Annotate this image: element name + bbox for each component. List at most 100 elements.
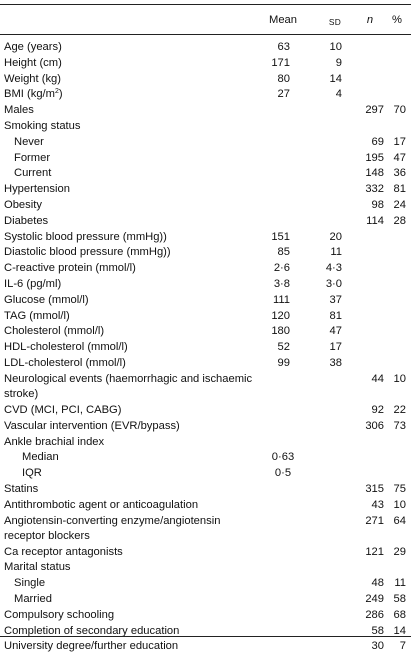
top-rule bbox=[0, 4, 411, 5]
table-row: Completion of secondary education 58 14 bbox=[0, 624, 411, 640]
row-label: Ankle brachial index bbox=[4, 435, 105, 448]
table-row: Diabetes 114 28 bbox=[0, 214, 411, 230]
n-value: 43 bbox=[371, 498, 384, 511]
table-row: Neurological events (haemorrhagic and is… bbox=[0, 372, 411, 403]
row-label: Compulsory schooling bbox=[4, 608, 115, 621]
table-row: Obesity 98 24 bbox=[0, 198, 411, 214]
sd-value: 20 bbox=[329, 230, 342, 243]
table-row: Ankle brachial index bbox=[0, 435, 411, 451]
row-label: Angiotensin-converting enzyme/angiotensi… bbox=[4, 514, 221, 542]
table-row: Compulsory schooling 286 68 bbox=[0, 608, 411, 624]
table-row: IL-6 (pg/ml) 3·8 3·0 bbox=[0, 277, 411, 293]
n-value: 148 bbox=[365, 167, 384, 180]
mean-value: 2·6 bbox=[273, 262, 290, 275]
row-label: C-reactive protein (mmol/l) bbox=[4, 262, 136, 275]
row-label: Cholesterol (mmol/l) bbox=[4, 325, 105, 338]
sd-value: 9 bbox=[335, 56, 342, 69]
n-value: 306 bbox=[365, 419, 384, 432]
row-label: Ca receptor antagonists bbox=[4, 545, 123, 558]
table-row: Systolic blood pressure (mmHg)) 151 20 bbox=[0, 230, 411, 246]
n-value: 195 bbox=[365, 151, 384, 164]
row-label: Diabetes bbox=[4, 214, 49, 227]
bottom-rule bbox=[0, 636, 411, 637]
row-label: Marital status bbox=[4, 561, 71, 574]
n-value: 92 bbox=[371, 403, 384, 416]
n-value: 114 bbox=[366, 214, 384, 227]
n-value: 315 bbox=[365, 482, 384, 495]
n-value: 121 bbox=[365, 545, 384, 558]
mean-value: 120 bbox=[271, 309, 290, 322]
sd-value: 4·3 bbox=[325, 262, 342, 275]
row-label: Single bbox=[14, 577, 46, 590]
percent-value: 36 bbox=[393, 167, 406, 180]
table-row: Statins 315 75 bbox=[0, 482, 411, 498]
table-row: Median 0·63 bbox=[0, 450, 411, 466]
row-label: LDL-cholesterol (mmol/l) bbox=[4, 356, 126, 369]
n-value: 297 bbox=[365, 104, 384, 117]
table-row: IQR 0·5 bbox=[0, 466, 411, 482]
mean-value: 111 bbox=[272, 293, 290, 306]
row-label: Median bbox=[22, 451, 59, 464]
percent-value: 64 bbox=[393, 514, 406, 527]
sd-value: 81 bbox=[329, 309, 342, 322]
row-label: TAG (mmol/l) bbox=[4, 309, 70, 322]
table-row: Glucose (mmol/l) 111 37 bbox=[0, 293, 411, 309]
n-value: 69 bbox=[371, 135, 384, 148]
row-label: Completion of secondary education bbox=[4, 624, 180, 637]
table-row: Married 249 58 bbox=[0, 592, 411, 608]
n-value: 48 bbox=[371, 577, 384, 590]
table: Mean SD n % Age (years) 63 10 Height (cm) 17… bbox=[0, 4, 411, 652]
table-row: Antithrombotic agent or anticoagulation 4… bbox=[0, 498, 411, 514]
table-row: Single 48 11 bbox=[0, 576, 411, 592]
table-row: Weight (kg) 80 14 bbox=[0, 72, 411, 88]
row-label: Glucose (mmol/l) bbox=[4, 293, 89, 306]
percent-value: 10 bbox=[393, 372, 406, 385]
sd-value: 3·0 bbox=[325, 277, 342, 290]
table-header: Mean SD n % bbox=[0, 13, 411, 29]
row-label: Neurological events (haemorrhagic and is… bbox=[4, 372, 253, 401]
sd-value: 47 bbox=[329, 325, 342, 338]
sd-value: 14 bbox=[329, 72, 342, 85]
n-value: 271 bbox=[365, 514, 384, 527]
percent-value: 29 bbox=[393, 545, 406, 558]
mean-value: 99 bbox=[277, 356, 290, 369]
table-row: HDL-cholesterol (mmol/l) 52 17 bbox=[0, 340, 411, 356]
header-n: n bbox=[366, 14, 374, 26]
table-row: Current 148 36 bbox=[0, 166, 411, 182]
mean-value: 63 bbox=[277, 41, 290, 53]
row-label: Hypertension bbox=[4, 183, 70, 196]
sd-value: 11 bbox=[330, 246, 342, 259]
sd-value: 38 bbox=[329, 356, 342, 369]
percent-value: 68 bbox=[393, 608, 406, 621]
row-label: Age (years) bbox=[4, 41, 62, 53]
table-row: TAG (mmol/l) 120 81 bbox=[0, 309, 411, 325]
n-value: 286 bbox=[365, 608, 384, 621]
table-row: BMI (kg/m2) 27 4 bbox=[0, 87, 411, 103]
mean-value: 0·63 bbox=[271, 451, 295, 464]
row-label: Never bbox=[14, 135, 44, 148]
mean-value: 80 bbox=[277, 72, 290, 85]
table-row: Males 297 70 bbox=[0, 103, 411, 119]
percent-value: 47 bbox=[393, 151, 406, 164]
n-value: 44 bbox=[371, 372, 384, 385]
row-label: IL-6 (pg/ml) bbox=[4, 277, 62, 290]
row-label: Former bbox=[14, 151, 51, 164]
table-row: Marital status bbox=[0, 560, 411, 576]
table-row: Smoking status bbox=[0, 119, 411, 135]
n-value: 332 bbox=[365, 183, 384, 196]
row-label: Diastolic blood pressure (mmHg)) bbox=[4, 246, 171, 259]
table-row: LDL-cholesterol (mmol/l) 99 38 bbox=[0, 356, 411, 372]
row-label: Height (cm) bbox=[4, 56, 62, 69]
header-sd: SD bbox=[328, 17, 342, 27]
mean-value: 0·5 bbox=[274, 467, 292, 480]
row-label: Antithrombotic agent or anticoagulation bbox=[4, 498, 199, 511]
row-label: CVD (MCI, PCI, CABG) bbox=[4, 403, 122, 416]
n-value: 30 bbox=[371, 640, 384, 653]
mean-value: 151 bbox=[271, 230, 290, 243]
row-label: Smoking status bbox=[4, 119, 81, 132]
percent-value: 28 bbox=[393, 214, 406, 227]
percent-value: 58 bbox=[393, 593, 406, 606]
sd-value: 17 bbox=[329, 341, 342, 354]
percent-value: 24 bbox=[393, 198, 406, 211]
mean-value: 52 bbox=[277, 341, 290, 354]
